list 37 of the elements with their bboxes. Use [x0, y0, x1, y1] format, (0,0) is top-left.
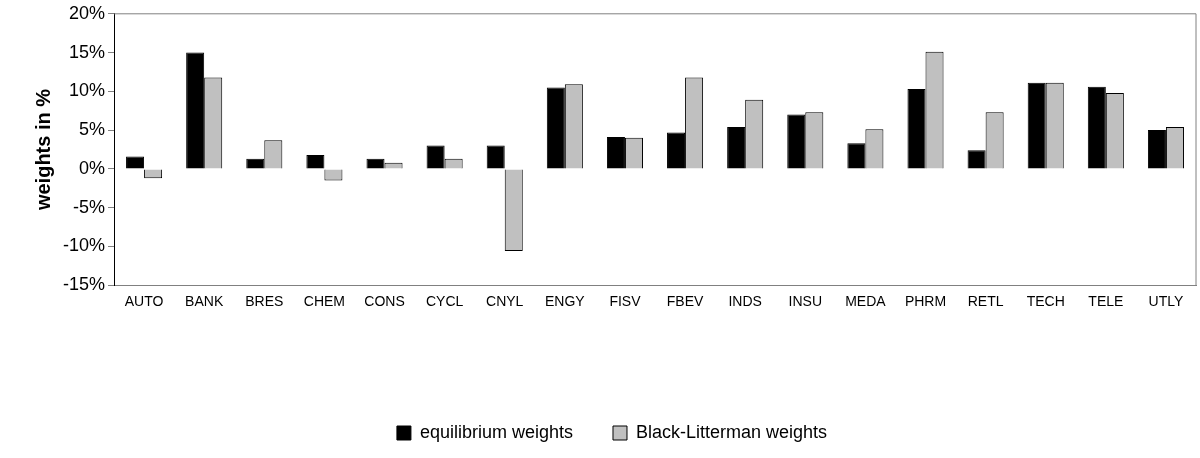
x-tick-label: CYCL	[425, 293, 464, 310]
bar	[727, 127, 746, 169]
x-tick-label: CHEM	[303, 293, 346, 310]
bar	[787, 114, 806, 169]
bar	[246, 158, 265, 169]
bar	[486, 145, 505, 169]
x-tick-label: FBEV	[666, 293, 704, 310]
x-tick-label: MEDA	[845, 293, 887, 310]
bar	[847, 143, 866, 169]
x-tick-label: RETL	[967, 293, 1004, 310]
x-tick-label: AUTO	[124, 293, 164, 310]
x-tick-label: ENGY	[545, 293, 586, 310]
y-tick-label: 20%	[68, 2, 106, 23]
x-tick-label: CONS	[364, 293, 405, 310]
y-tick-label: 10%	[68, 80, 106, 101]
x-tick-label: BANK	[185, 293, 224, 310]
bar	[667, 132, 686, 169]
y-tick-label: 15%	[68, 41, 106, 62]
bar	[186, 52, 205, 169]
legend-label: equilibrium weights	[419, 421, 574, 442]
y-tick-label: 0%	[79, 157, 106, 178]
x-tick-label: BRES	[245, 293, 284, 310]
legend-label: Black-Litterman weights	[636, 421, 828, 442]
y-axis-title: weights in %	[31, 88, 54, 212]
y-tick-label: -15%	[62, 274, 106, 295]
x-tick-label: UTLY	[1148, 293, 1184, 310]
x-tick-label: INSU	[788, 293, 823, 310]
x-tick-label: CNYL	[486, 293, 524, 310]
x-tick-label: TECH	[1026, 293, 1065, 310]
y-tick-label: 5%	[79, 119, 106, 140]
y-tick-label: -5%	[73, 196, 106, 217]
x-tick-label: FISV	[609, 293, 642, 310]
x-tick-label: INDS	[728, 293, 762, 310]
x-tick-label: PHRM	[904, 293, 947, 310]
y-tick-label: -10%	[62, 235, 106, 256]
bar	[546, 87, 565, 169]
x-tick-label: TELE	[1088, 293, 1124, 310]
